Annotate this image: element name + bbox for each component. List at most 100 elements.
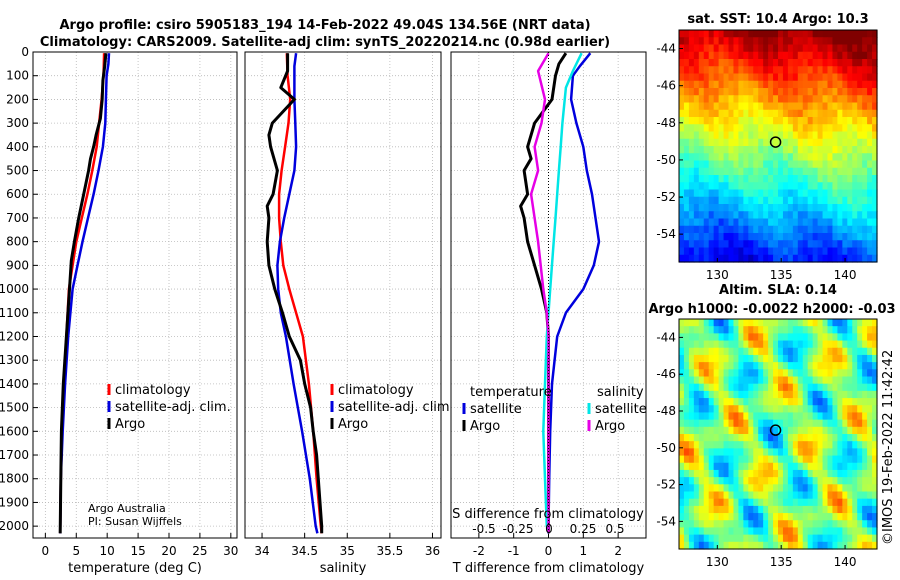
sst-cell: [753, 247, 759, 256]
sst-cell: [763, 254, 769, 263]
sla-cell: [713, 398, 720, 406]
sst-cell: [728, 196, 735, 205]
sla-cell: [728, 520, 735, 529]
sst-cell: [718, 37, 725, 46]
sst-cell: [748, 88, 754, 96]
sst-cell: [708, 80, 715, 89]
sst-cell: [782, 124, 789, 133]
sla-cell: [778, 362, 784, 370]
sla-cell: [748, 347, 754, 356]
sst-cell: [782, 160, 789, 169]
sst-cell: [837, 66, 843, 75]
sst-cell: [758, 117, 764, 125]
sla-cell: [768, 448, 774, 457]
sla-cell: [758, 369, 764, 378]
sst-cell: [773, 88, 779, 96]
sla-cell: [812, 505, 819, 514]
sst-cell: [817, 124, 824, 133]
sla-cell: [768, 405, 774, 414]
sla-cell: [802, 376, 809, 385]
sla-cell: [723, 405, 730, 414]
sst-cell: [698, 247, 705, 256]
sla-cell: [852, 419, 858, 428]
sst-cell: [792, 30, 799, 38]
sla-cell: [822, 362, 829, 370]
sla-cell: [852, 491, 858, 500]
sst-cell: [748, 167, 754, 176]
sst-cell: [807, 211, 814, 220]
sst-cell: [797, 233, 804, 241]
sla-cell: [867, 354, 873, 363]
sla-cell: [822, 513, 829, 521]
sst-cell: [787, 109, 794, 118]
sla-cell: [768, 441, 774, 449]
sst-cell: [842, 175, 848, 183]
sst-cell: [832, 211, 838, 220]
sla-cell: [733, 484, 739, 493]
sst-cell: [723, 196, 730, 205]
sst-cell: [708, 240, 715, 249]
sst-cell: [703, 218, 710, 227]
sla-cell: [738, 412, 744, 421]
sst-cell: [703, 182, 710, 191]
sst-cell: [812, 146, 819, 154]
map-box: [678, 29, 878, 263]
sla-cell: [758, 340, 764, 349]
sla-cell: [763, 448, 769, 457]
salinity-panel: 34 34.5 35 35.5 36salinityclimatologysatelli…: [244, 51, 454, 576]
sst-cell: [698, 153, 705, 162]
sla-cell: [832, 462, 838, 471]
sst-cell: [683, 66, 690, 75]
sla-cell: [718, 333, 725, 342]
sst-cell: [713, 131, 720, 140]
sla-cell: [817, 376, 824, 385]
sst-cell: [867, 109, 873, 118]
sla-cell: [852, 405, 858, 414]
sla-cell: [822, 462, 829, 471]
sst-cell: [852, 37, 858, 46]
sla-cell: [812, 441, 819, 449]
sst-cell: [872, 37, 878, 46]
sst-cell: [837, 204, 843, 212]
sla-cell: [782, 383, 789, 392]
y-tick-label: -52: [656, 190, 676, 204]
sst-cell: [778, 218, 784, 227]
sla-cell: [733, 390, 739, 399]
sst-cell: [748, 73, 754, 82]
sla-cell: [792, 541, 799, 550]
sst-cell: [778, 240, 784, 249]
sst-cell: [703, 95, 710, 104]
sla-cell: [738, 362, 744, 370]
sla-cell: [688, 419, 695, 428]
sla-cell: [723, 484, 730, 493]
sla-cell: [807, 319, 814, 327]
sla-cell: [857, 527, 863, 536]
sla-cell: [773, 455, 779, 464]
sla-cell: [797, 333, 804, 342]
sla-cell: [872, 441, 878, 449]
sla-cell: [802, 362, 809, 370]
sst-cell: [743, 233, 749, 241]
sla-cell: [802, 484, 809, 493]
sla-cell: [792, 376, 799, 385]
sla-cell: [832, 369, 838, 378]
sst-cell: [688, 204, 695, 212]
sla-cell: [778, 340, 784, 349]
sst-cell: [842, 59, 848, 67]
sst-cell: [728, 233, 735, 241]
sla-cell: [852, 498, 858, 507]
sst-cell: [782, 233, 789, 241]
sst-cell: [782, 146, 789, 154]
sla-cells: [679, 319, 878, 550]
sla-cell: [787, 477, 794, 485]
sla-cell: [683, 441, 690, 449]
sla-cell: [842, 419, 848, 428]
sla-cell: [797, 319, 804, 327]
sst-cell: [688, 30, 695, 38]
sla-cell: [738, 534, 744, 543]
sla-cell: [792, 390, 799, 399]
sst-cell: [782, 109, 789, 118]
sst-cell: [728, 37, 735, 46]
sst-cell: [723, 160, 730, 169]
sst-cell: [797, 73, 804, 82]
